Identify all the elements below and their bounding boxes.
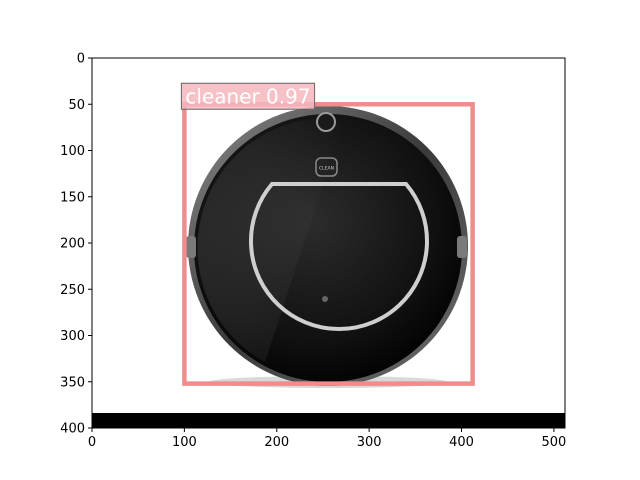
body-sheen [197,117,345,363]
brand-logo-icon [322,296,328,302]
x-tick-label: 500 [542,435,567,450]
y-tick-label: 250 [60,283,85,298]
x-tick-label: 300 [357,435,382,450]
silver-ring [249,182,429,332]
detection-box [182,102,475,386]
y-tick-label: 100 [60,144,85,159]
left-bumper [186,236,196,258]
x-tick-label: 400 [449,435,474,450]
photo: CLEAN [92,106,565,428]
x-axis: 0 100 200 300 400 500 [88,428,566,450]
y-tick-label: 0 [77,52,85,67]
x-tick-label: 0 [88,435,96,450]
detection-label-bg [180,82,316,110]
y-axis: 0 50 100 150 200 250 300 350 400 [60,52,92,437]
y-tick-label: 150 [60,190,85,205]
y-tick-label: 200 [60,237,85,252]
front-sensor [316,112,336,132]
bottom-black-bar [92,413,565,428]
x-tick-label: 100 [172,435,197,450]
clean-badge-text: CLEAN [319,166,334,172]
clean-button [315,157,338,177]
y-tick-label: 400 [60,422,85,437]
y-tick-label: 350 [60,375,85,390]
y-tick-label: 50 [68,98,85,113]
right-bumper [457,236,467,258]
x-tick-label: 200 [264,435,289,450]
detection-label: cleaner 0.97 [185,84,310,108]
y-tick-label: 300 [60,329,85,344]
